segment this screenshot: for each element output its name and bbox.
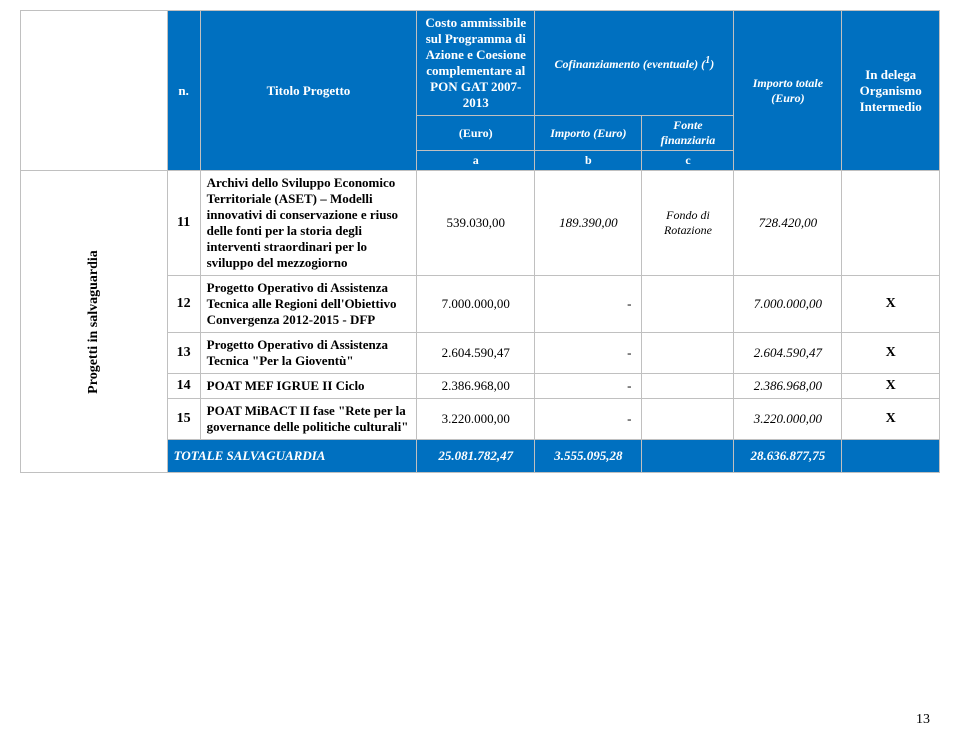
total-c: [642, 440, 734, 473]
project-table-wrap: n. Titolo Progetto Costo ammissibile sul…: [20, 10, 940, 473]
row-c: Fondo di Rotazione: [642, 171, 734, 276]
hdr-fonte: Fonte finanziaria: [642, 116, 734, 151]
row-x: X: [842, 333, 940, 374]
row-x: X: [842, 276, 940, 333]
row-c: [642, 333, 734, 374]
row-d: 2.386.968,00: [734, 374, 842, 399]
row-x: X: [842, 399, 940, 440]
row-n: 14: [167, 374, 200, 399]
row-d: 728.420,00: [734, 171, 842, 276]
hdr-a: a: [417, 151, 535, 171]
row-title: Archivi dello Sviluppo Economico Territo…: [200, 171, 417, 276]
hdr-euro: (Euro): [417, 116, 535, 151]
hdr-cofin: Cofinanziamento (eventuale) (1): [535, 11, 734, 116]
total-a: 25.081.782,47: [417, 440, 535, 473]
row-a: 2.604.590,47: [417, 333, 535, 374]
row-c: [642, 276, 734, 333]
total-label: TOTALE SALVAGUARDIA: [167, 440, 417, 473]
row-d: 2.604.590,47: [734, 333, 842, 374]
hdr-sidebar-spacer: [21, 11, 168, 171]
row-title: Progetto Operativo di Assistenza Tecnica…: [200, 333, 417, 374]
row-b: -: [535, 399, 642, 440]
row-b: -: [535, 333, 642, 374]
row-x: X: [842, 374, 940, 399]
row-title: POAT MEF IGRUE II Ciclo: [200, 374, 417, 399]
hdr-costo: Costo ammissibile sul Programma di Azion…: [417, 11, 535, 116]
page-number: 13: [916, 712, 930, 728]
row-d: 7.000.000,00: [734, 276, 842, 333]
row-a: 2.386.968,00: [417, 374, 535, 399]
row-d: 3.220.000,00: [734, 399, 842, 440]
row-x: [842, 171, 940, 276]
row-b: 189.390,00: [535, 171, 642, 276]
hdr-importo-euro: Importo (Euro): [535, 116, 642, 151]
hdr-c: c: [642, 151, 734, 171]
row-a: 3.220.000,00: [417, 399, 535, 440]
hdr-delega: In delega Organismo Intermedio: [842, 11, 940, 171]
row-a: 539.030,00: [417, 171, 535, 276]
row-n: 15: [167, 399, 200, 440]
sidebar-label: Progetti in salvaguardia: [21, 171, 168, 473]
hdr-b: b: [535, 151, 642, 171]
hdr-titolo: Titolo Progetto: [200, 11, 417, 171]
row-title: POAT MiBACT II fase "Rete per la governa…: [200, 399, 417, 440]
row-b: -: [535, 374, 642, 399]
hdr-n: n.: [167, 11, 200, 171]
total-d: 28.636.877,75: [734, 440, 842, 473]
table-row: Progetti in salvaguardia 11 Archivi dell…: [21, 171, 940, 276]
total-x: [842, 440, 940, 473]
row-n: 12: [167, 276, 200, 333]
row-c: [642, 374, 734, 399]
row-b: -: [535, 276, 642, 333]
row-n: 13: [167, 333, 200, 374]
row-c: [642, 399, 734, 440]
project-table: n. Titolo Progetto Costo ammissibile sul…: [20, 10, 940, 473]
row-n: 11: [167, 171, 200, 276]
hdr-importo-tot: Importo totale (Euro): [734, 11, 842, 171]
row-a: 7.000.000,00: [417, 276, 535, 333]
total-b: 3.555.095,28: [535, 440, 642, 473]
row-title: Progetto Operativo di Assistenza Tecnica…: [200, 276, 417, 333]
